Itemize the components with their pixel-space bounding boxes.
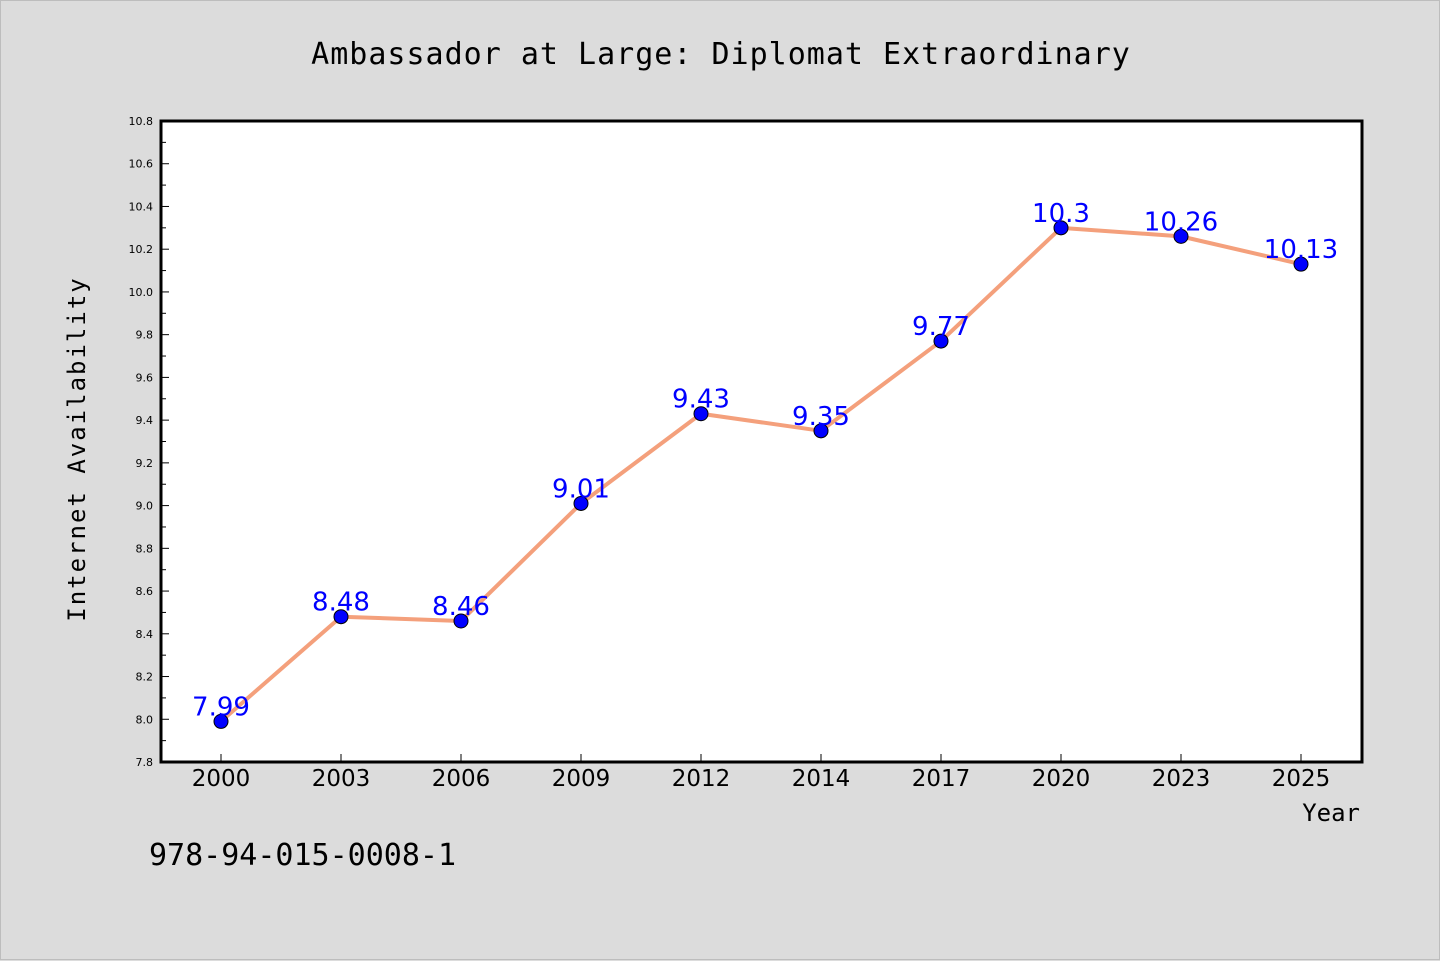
x-tick-label: 2006: [432, 766, 491, 792]
x-axis: 2000 2003 2006 2009 2012 2014 2017 2020 2023 2025: [192, 754, 1331, 792]
x-tick-label: 2003: [312, 766, 371, 792]
data-point: [1293, 256, 1309, 272]
y-tick-label: 8.2: [136, 671, 154, 684]
data-point: [333, 609, 349, 625]
data-point: [453, 613, 469, 629]
data-point: [573, 495, 589, 511]
data-point: [1053, 220, 1069, 236]
x-tick-label: 2023: [1152, 766, 1211, 792]
data-label: 9.77: [912, 312, 970, 342]
data-label: 8.48: [312, 588, 370, 618]
y-axis: 7.8 8.0 8.2 8.4 8.6 8.8 9.0 9.2 9.4 9.6 9.8 10.0 10.…: [129, 115, 169, 769]
y-tick-label: 8.8: [136, 542, 154, 555]
data-point: [813, 423, 829, 439]
y-tick-label: 7.8: [136, 756, 154, 769]
y-tick-label: 10.0: [129, 286, 154, 299]
y-tick-label: 10.8: [129, 115, 154, 128]
x-tick-label: 2012: [672, 766, 731, 792]
y-tick-label: 9.0: [136, 500, 154, 513]
y-tick-label: 10.6: [129, 158, 154, 171]
x-axis-label: Year: [1302, 799, 1360, 827]
data-label: 9.01: [552, 474, 610, 504]
x-tick-label: 2017: [912, 766, 971, 792]
x-tick-label: 2025: [1272, 766, 1331, 792]
y-tick-label: 9.4: [136, 414, 154, 427]
series-layer: 7.99 8.48 8.46 9.01 9.43 9.35 9.77 10.3 10.26 10.…: [192, 199, 1338, 729]
data-label: 8.46: [432, 592, 490, 622]
data-label: 7.99: [192, 692, 250, 722]
data-label: 10.26: [1144, 207, 1218, 237]
y-tick-label: 10.2: [129, 243, 154, 256]
y-tick-label: 8.4: [136, 628, 154, 641]
y-tick-label: 9.2: [136, 457, 154, 470]
y-tick-label: 9.8: [136, 329, 154, 342]
data-label: 9.35: [792, 402, 850, 432]
x-tick-label: 2000: [192, 766, 251, 792]
y-tick-label: 10.4: [129, 200, 154, 213]
plot-area: [159, 119, 1364, 764]
footer-code: 978-94-015-0008-1: [149, 838, 456, 873]
y-axis-label: Internet Availability: [63, 276, 91, 621]
data-label: 10.3: [1032, 199, 1090, 229]
y-tick-label: 8.6: [136, 585, 154, 598]
x-tick-label: 2014: [792, 766, 851, 792]
series-line: [219, 225, 1302, 723]
y-tick-label: 9.6: [136, 371, 154, 384]
x-tick-label: 2009: [552, 766, 611, 792]
data-point: [1173, 228, 1189, 244]
data-label: 9.43: [672, 385, 730, 415]
data-label: 10.13: [1264, 235, 1338, 265]
data-point: [213, 713, 229, 729]
data-point: [933, 333, 949, 349]
x-tick-label: 2020: [1032, 766, 1091, 792]
data-point: [693, 406, 709, 422]
chart-title: Ambassador at Large: Diplomat Extraordin…: [311, 37, 1131, 72]
y-tick-label: 8.0: [136, 713, 154, 726]
